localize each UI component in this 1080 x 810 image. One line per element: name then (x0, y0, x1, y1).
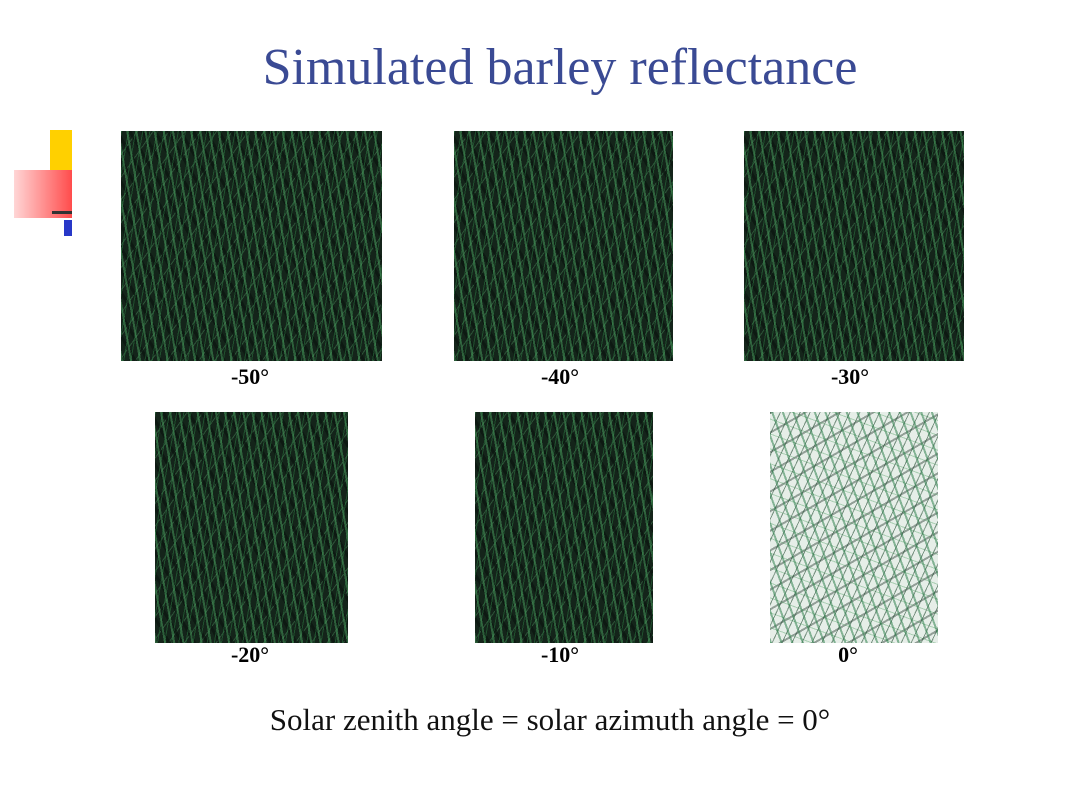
canopy-image (121, 131, 382, 361)
panel-label: -50° (230, 364, 270, 389)
canopy-image (770, 412, 938, 643)
panel-label: -30° (830, 364, 870, 389)
caption: Solar zenith angle = solar azimuth angle… (269, 702, 831, 737)
deco-blue (64, 220, 72, 236)
canopy-image (744, 131, 964, 361)
canopy-image (475, 412, 653, 643)
canopy-image (454, 131, 673, 361)
panel-label: -10° (540, 642, 580, 667)
title: Simulated barley reflectance (262, 39, 858, 96)
deco-yellow (50, 130, 72, 172)
panel-label: -20° (230, 642, 270, 667)
panel-label: -40° (540, 364, 580, 389)
panel-label: 0° (838, 642, 858, 667)
deco-line (52, 211, 72, 214)
deco-red (14, 170, 72, 218)
canopy-image (155, 412, 348, 643)
